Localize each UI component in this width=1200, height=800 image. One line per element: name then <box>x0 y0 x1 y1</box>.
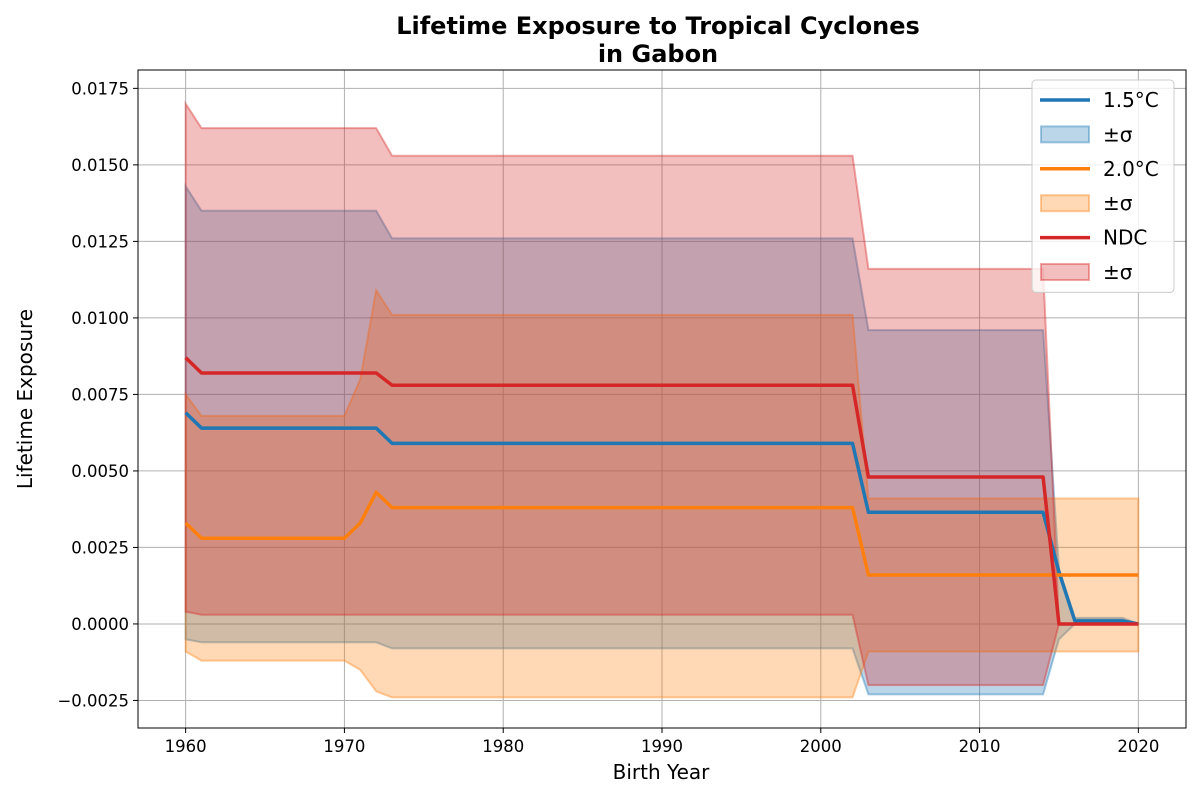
band-20c <box>184 287 1140 699</box>
legend: 1.5°C ±σ 2.0°C ±σ NDC ±σ <box>1031 79 1175 293</box>
legend-swatch-band-20c <box>1040 194 1090 213</box>
x-tick-label: 1990 <box>641 737 683 756</box>
chart-title-line-2: in Gabon <box>598 40 718 68</box>
x-axis-label: Birth Year <box>613 760 710 784</box>
legend-label-15c: 1.5°C <box>1103 88 1159 112</box>
y-axis-ticks: −0.0025 0.0000 0.0025 0.0050 0.0075 0.0100 0.0… <box>57 79 138 710</box>
legend-swatch-band-ndc <box>1040 263 1090 281</box>
series-lines <box>184 356 1139 626</box>
x-tick-label: 1960 <box>165 737 207 756</box>
y-tick-label: 0.0050 <box>71 462 129 481</box>
x-tick-label: 2020 <box>1117 737 1159 756</box>
y-axis-label: Lifetime Exposure <box>13 309 37 489</box>
y-tick-label: 0.0025 <box>71 538 129 557</box>
x-tick-label: 2010 <box>959 737 1001 756</box>
y-tick-label: 0.0150 <box>71 156 129 175</box>
x-tick-label: 2000 <box>800 737 842 756</box>
y-tick-label: 0.0125 <box>71 232 129 251</box>
line-20c <box>184 490 1139 577</box>
x-tick-label: 1970 <box>323 737 365 756</box>
y-tick-label: 0.0075 <box>71 385 129 404</box>
x-axis-ticks: 1960 1970 1980 1990 2000 2010 2020 <box>165 728 1159 756</box>
legend-swatch-band-15c <box>1040 125 1090 144</box>
chart-title-line-1: Lifetime Exposure to Tropical Cyclones <box>396 12 920 40</box>
legend-label-20c: 2.0°C <box>1103 157 1159 181</box>
legend-band-label-15c: ±σ <box>1103 122 1133 146</box>
line-ndc <box>184 356 1139 626</box>
line-15c <box>184 411 1139 626</box>
y-tick-label: −0.0025 <box>57 691 129 710</box>
x-tick-label: 1980 <box>482 737 524 756</box>
y-tick-label: 0.0100 <box>71 309 129 328</box>
uncertainty-bands <box>184 100 1140 699</box>
y-tick-label: 0.0175 <box>71 79 129 98</box>
legend-label-ndc: NDC <box>1103 226 1147 250</box>
legend-band-label-ndc: ±σ <box>1103 260 1133 284</box>
legend-band-label-20c: ±σ <box>1103 191 1133 215</box>
y-tick-label: 0.0000 <box>71 615 129 634</box>
grid <box>138 70 1186 728</box>
